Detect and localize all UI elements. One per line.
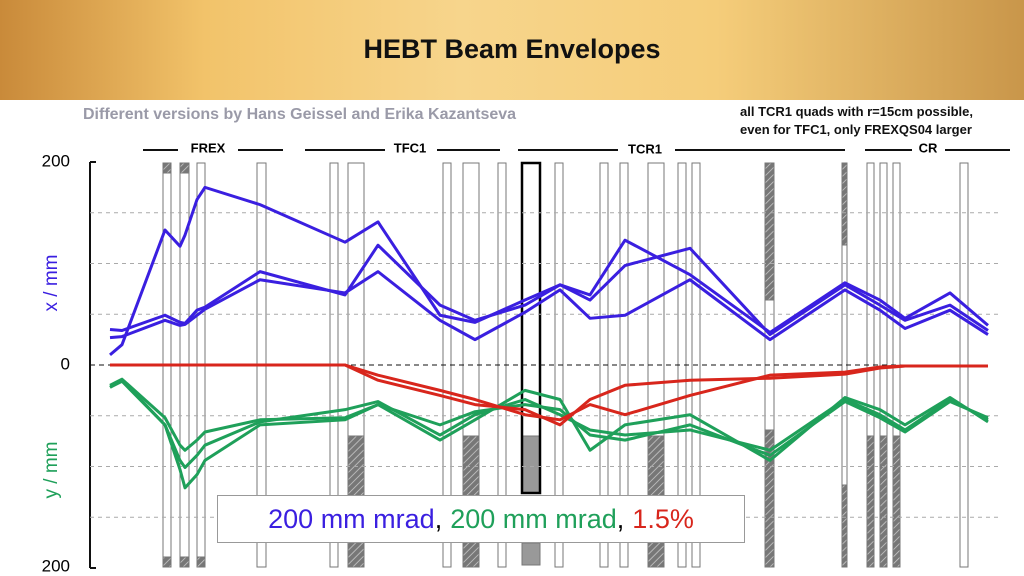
series-line: [109, 378, 989, 470]
series-line: [110, 363, 988, 427]
section-label: TFC1: [394, 140, 427, 155]
header-banner: [0, 0, 1024, 100]
title: HEBT Beam Envelopes: [363, 34, 661, 64]
legend-entry: 200 mm mrad: [268, 504, 435, 534]
note: all TCR1 quads with r=15cm possible, eve…: [740, 103, 973, 139]
series-line: [109, 379, 989, 490]
section-label: CR: [919, 140, 938, 155]
note-line: even for TFC1, only FREXQS04 larger: [740, 122, 972, 137]
legend-entry: 1.5%: [632, 504, 694, 534]
series-line: [109, 270, 989, 342]
legend: 200 mm mrad, 200 mm mrad, 1.5%: [217, 495, 745, 543]
y-axis-label: y / mm: [41, 442, 62, 499]
section-label: TCR1: [628, 141, 662, 156]
subtitle: Different versions by Hans Geissel and E…: [83, 106, 517, 123]
legend-separator: ,: [616, 504, 625, 534]
y-axis-label: x / mm: [41, 255, 62, 312]
note-line: all TCR1 quads with r=15cm possible,: [740, 104, 973, 119]
y-tick-label: 200: [42, 151, 70, 170]
section-label: FREX: [191, 140, 226, 155]
y-tick-label: 200: [42, 556, 70, 575]
legend-entry: 200 mm mrad: [450, 504, 617, 534]
series-line: [109, 243, 989, 337]
y-tick-label: 0: [61, 354, 70, 373]
legend-separator: ,: [434, 504, 443, 534]
series-line: [109, 185, 989, 356]
series-line: [109, 377, 989, 457]
